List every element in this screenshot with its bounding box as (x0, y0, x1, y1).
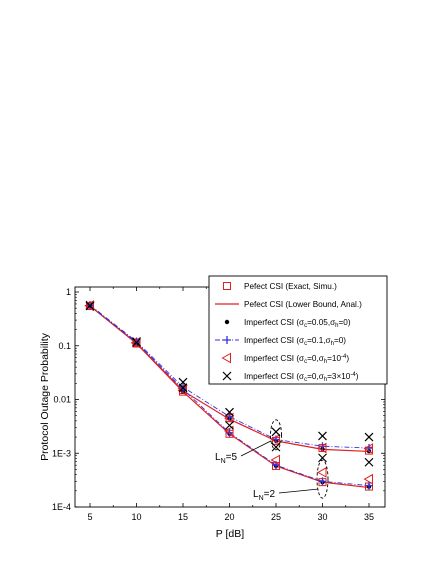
legend-marker-x (222, 371, 232, 381)
annotations: LN=5 LN=2 (215, 419, 329, 502)
data-point-plus (318, 477, 327, 486)
x-tick-label: 20 (224, 512, 234, 522)
data-point-triangle-left (270, 434, 280, 445)
annotation-ellipse-ln5 (270, 419, 282, 451)
ticks: 5 10 15 20 25 30 35 1 0.1 0.01 1E-3 1E-4 (52, 287, 385, 522)
data-point-x (364, 432, 374, 442)
legend-label: Pefect CSI (Exact, Simu.) (244, 282, 337, 291)
x-tick-label: 5 (87, 512, 92, 522)
y-tick-label: 0.01 (53, 395, 71, 405)
legend-label: Imperfect CSI (σc=0,σh=3×10-4) (244, 372, 359, 383)
annotation-pointer-ln5 (240, 440, 272, 457)
data-point-x (85, 301, 95, 311)
annotation-ellipse-ln2 (316, 459, 329, 499)
legend-label: Imperfect CSI (σc=0.1,σh=0) (244, 336, 346, 347)
x-tick-label: 15 (178, 512, 188, 522)
data-point-x (318, 431, 327, 441)
annotation-label-ln2: LN=2 (253, 489, 275, 502)
data-point-x (318, 453, 327, 463)
data-series (84, 300, 374, 491)
legend-marker-dot (224, 319, 230, 325)
data-point-triangle-left (223, 412, 234, 424)
legend-label: Pefect CSI (Lower Bound, Anal.) (244, 300, 362, 309)
legend: Pefect CSI (Exact, Simu.) Pefect CSI (Low… (208, 275, 388, 385)
data-point-x (271, 442, 281, 452)
data-point-plus (318, 442, 327, 451)
x-tick-label: 30 (317, 512, 327, 522)
annotation-label-ln5: LN=5 (215, 452, 237, 465)
series-group (84, 300, 374, 491)
legend-label: Imperfect CSI (σc=0.05,σh=0) (244, 318, 351, 329)
data-point-x (271, 427, 281, 437)
data-point-triangle-left (363, 473, 373, 485)
y-tick-label: 1E-3 (52, 448, 71, 458)
data-point-x (225, 420, 234, 430)
data-point-plus (225, 428, 234, 437)
data-point-triangle-left (363, 443, 373, 454)
data-point-triangle-left (270, 454, 280, 466)
x-tick-label: 35 (364, 512, 374, 522)
x-axis-title: P [dB] (216, 528, 244, 540)
y-axis-title: Protocol Outage Probability (39, 332, 51, 461)
data-point-triangle-left (316, 442, 327, 454)
annotation-pointer-ln2 (278, 488, 318, 494)
legend-box (208, 275, 388, 385)
legend-marker-triangle-left (221, 352, 231, 364)
data-point-x (178, 383, 188, 393)
x-tick-label: 25 (271, 512, 281, 522)
y-tick-label: 1E-4 (52, 502, 71, 512)
data-point-x (225, 407, 234, 417)
data-point-x (364, 457, 374, 467)
y-tick-label: 1 (66, 287, 71, 297)
data-point-triangle-left (223, 425, 234, 437)
legend-marker-square (223, 282, 231, 290)
y-tick-label: 0.1 (58, 341, 71, 351)
data-point-x (132, 338, 141, 347)
data-point-triangle-left (84, 300, 94, 312)
legend-marker-plus (223, 336, 231, 344)
legend-label: Imperfect CSI (σc=0,σh=10-4) (244, 354, 349, 365)
data-point-plus (365, 481, 373, 490)
x-tick-label: 10 (131, 512, 141, 522)
data-point-triangle-left (130, 337, 141, 349)
data-point-triangle-left (316, 467, 327, 478)
